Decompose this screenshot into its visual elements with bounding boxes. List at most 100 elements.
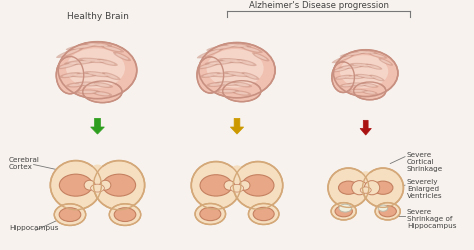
- Ellipse shape: [369, 75, 384, 81]
- Ellipse shape: [93, 160, 145, 210]
- Ellipse shape: [73, 74, 92, 76]
- Ellipse shape: [210, 72, 236, 77]
- Text: Healthy Brain: Healthy Brain: [66, 12, 128, 21]
- Ellipse shape: [56, 61, 80, 69]
- Ellipse shape: [84, 71, 111, 77]
- Ellipse shape: [362, 90, 378, 95]
- Ellipse shape: [102, 174, 136, 196]
- Ellipse shape: [239, 60, 254, 65]
- Ellipse shape: [109, 204, 141, 226]
- Ellipse shape: [83, 81, 122, 103]
- Ellipse shape: [206, 44, 239, 51]
- Ellipse shape: [69, 84, 83, 86]
- Text: Severely
Enlarged
Ventricles: Severely Enlarged Ventricles: [407, 179, 443, 199]
- Text: Severe
Shrinkage of
Hippocampus: Severe Shrinkage of Hippocampus: [407, 209, 456, 229]
- Ellipse shape: [332, 66, 351, 72]
- Ellipse shape: [197, 48, 224, 58]
- Ellipse shape: [230, 184, 244, 192]
- Ellipse shape: [56, 47, 84, 58]
- Ellipse shape: [79, 90, 96, 93]
- Ellipse shape: [352, 181, 367, 195]
- Ellipse shape: [242, 175, 274, 196]
- Ellipse shape: [244, 74, 256, 78]
- Ellipse shape: [379, 58, 393, 66]
- Ellipse shape: [255, 54, 267, 60]
- FancyArrow shape: [360, 120, 371, 135]
- Ellipse shape: [96, 92, 109, 95]
- Ellipse shape: [363, 168, 403, 207]
- Ellipse shape: [82, 59, 103, 62]
- Ellipse shape: [332, 62, 355, 92]
- Ellipse shape: [54, 204, 86, 226]
- Text: Hippocampus: Hippocampus: [9, 226, 59, 232]
- Ellipse shape: [200, 72, 221, 78]
- Ellipse shape: [116, 53, 128, 60]
- Ellipse shape: [339, 204, 352, 212]
- Ellipse shape: [199, 42, 275, 98]
- Ellipse shape: [372, 76, 383, 80]
- Ellipse shape: [91, 184, 104, 192]
- Ellipse shape: [335, 206, 352, 217]
- Ellipse shape: [222, 59, 242, 62]
- Ellipse shape: [361, 83, 378, 88]
- Ellipse shape: [56, 56, 84, 94]
- Ellipse shape: [75, 82, 100, 86]
- Ellipse shape: [207, 82, 226, 87]
- Ellipse shape: [340, 51, 367, 57]
- FancyArrow shape: [230, 118, 244, 134]
- Ellipse shape: [357, 51, 374, 54]
- Ellipse shape: [79, 83, 97, 85]
- Ellipse shape: [60, 49, 80, 56]
- Ellipse shape: [197, 57, 224, 93]
- Ellipse shape: [358, 171, 374, 193]
- Ellipse shape: [365, 64, 383, 70]
- Ellipse shape: [191, 162, 241, 209]
- Ellipse shape: [97, 59, 118, 66]
- Ellipse shape: [216, 89, 239, 94]
- Ellipse shape: [364, 91, 375, 94]
- Ellipse shape: [235, 83, 249, 86]
- Ellipse shape: [63, 73, 77, 77]
- Ellipse shape: [338, 181, 358, 194]
- Ellipse shape: [205, 60, 235, 65]
- Ellipse shape: [338, 64, 364, 69]
- Ellipse shape: [60, 63, 76, 68]
- Ellipse shape: [219, 82, 236, 85]
- Ellipse shape: [113, 52, 131, 61]
- Ellipse shape: [64, 60, 95, 65]
- Ellipse shape: [354, 50, 378, 54]
- Ellipse shape: [218, 58, 246, 63]
- Ellipse shape: [224, 71, 250, 77]
- Ellipse shape: [92, 91, 112, 96]
- Ellipse shape: [58, 42, 137, 99]
- Ellipse shape: [241, 72, 259, 80]
- Ellipse shape: [223, 43, 251, 48]
- Ellipse shape: [342, 75, 365, 79]
- Ellipse shape: [379, 206, 396, 217]
- Ellipse shape: [347, 89, 368, 93]
- Ellipse shape: [243, 47, 259, 52]
- Ellipse shape: [334, 50, 398, 96]
- Ellipse shape: [331, 203, 356, 220]
- Ellipse shape: [211, 45, 234, 50]
- Text: Alzheimer's Disease progression: Alzheimer's Disease progression: [248, 1, 389, 10]
- Ellipse shape: [342, 84, 354, 86]
- Ellipse shape: [92, 82, 113, 88]
- Ellipse shape: [375, 203, 400, 220]
- Ellipse shape: [346, 76, 362, 78]
- Ellipse shape: [104, 46, 120, 51]
- Ellipse shape: [50, 160, 101, 210]
- Ellipse shape: [71, 44, 95, 49]
- Ellipse shape: [233, 162, 283, 209]
- Ellipse shape: [351, 90, 365, 92]
- Ellipse shape: [253, 207, 274, 221]
- Ellipse shape: [213, 74, 232, 76]
- Ellipse shape: [373, 181, 393, 194]
- Ellipse shape: [368, 52, 388, 59]
- Ellipse shape: [100, 180, 111, 190]
- Ellipse shape: [381, 59, 391, 64]
- Ellipse shape: [340, 55, 388, 88]
- Ellipse shape: [100, 60, 115, 65]
- Ellipse shape: [237, 59, 257, 66]
- Ellipse shape: [248, 204, 279, 225]
